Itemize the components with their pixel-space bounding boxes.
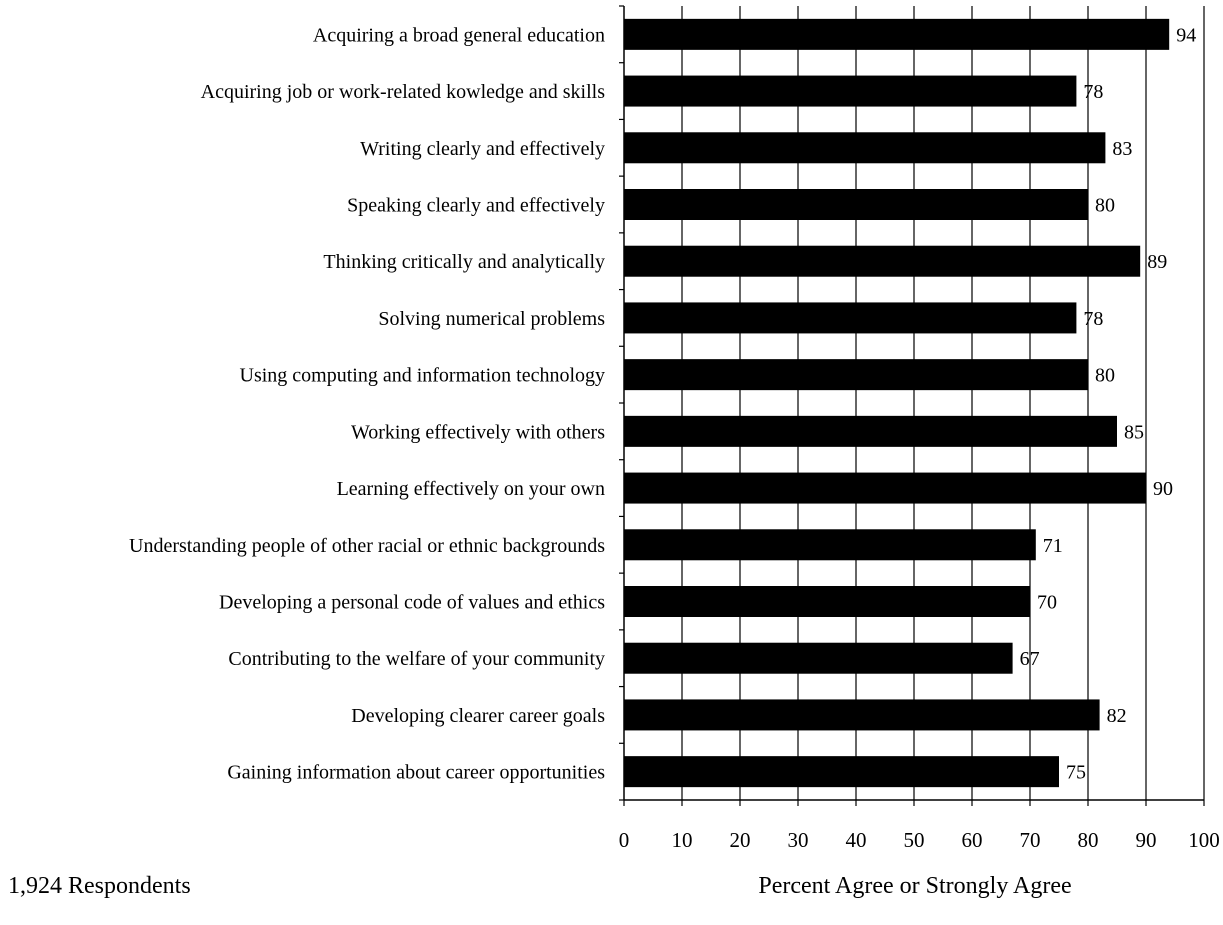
- category-label-6: Using computing and information technolo…: [240, 365, 606, 387]
- value-label-0: 94: [1176, 24, 1196, 46]
- category-label-8: Learning effectively on your own: [337, 478, 605, 500]
- x-tick-label-100: 100: [1188, 828, 1220, 852]
- value-label-8: 90: [1153, 478, 1173, 500]
- value-label-9: 71: [1043, 535, 1063, 557]
- category-label-12: Developing clearer career goals: [351, 705, 605, 727]
- bar-6: [624, 359, 1088, 391]
- respondents-note: 1,924 Respondents: [8, 873, 191, 899]
- value-label-4: 89: [1147, 251, 1167, 273]
- category-label-9: Understanding people of other racial or …: [129, 535, 605, 557]
- value-label-12: 82: [1107, 705, 1127, 727]
- category-label-4: Thinking critically and analytically: [323, 251, 605, 273]
- bar-7: [624, 415, 1117, 447]
- value-label-6: 80: [1095, 365, 1115, 387]
- value-label-11: 67: [1020, 648, 1040, 670]
- bars: [624, 18, 1170, 788]
- value-label-7: 85: [1124, 421, 1144, 443]
- bar-0: [624, 18, 1170, 50]
- category-label-2: Writing clearly and effectively: [360, 138, 605, 160]
- y-axis: [619, 5, 625, 801]
- bar-4: [624, 245, 1141, 277]
- category-label-10: Developing a personal code of values and…: [219, 592, 605, 614]
- value-label-10: 70: [1037, 592, 1057, 614]
- x-tick-label-70: 70: [1020, 828, 1041, 852]
- category-label-7: Working effectively with others: [351, 421, 605, 443]
- x-tick-label-0: 0: [619, 828, 630, 852]
- x-axis-title: Percent Agree or Strongly Agree: [758, 873, 1071, 899]
- bar-12: [624, 699, 1100, 731]
- category-labels: Acquiring a broad general education Acqui…: [129, 24, 605, 783]
- bar-11: [624, 642, 1013, 674]
- x-tick-label-50: 50: [904, 828, 925, 852]
- value-label-1: 78: [1083, 81, 1103, 103]
- bar-1: [624, 75, 1077, 107]
- x-axis: [623, 799, 1205, 806]
- x-tick-label-20: 20: [730, 828, 751, 852]
- category-label-13: Gaining information about career opportu…: [227, 762, 605, 784]
- value-labels: 94 78 83 80 89 78 80 85 90 71 70 67 82 75: [1020, 24, 1197, 783]
- x-tick-label-40: 40: [846, 828, 867, 852]
- category-label-3: Speaking clearly and effectively: [347, 195, 605, 217]
- x-tick-label-10: 10: [672, 828, 693, 852]
- category-label-1: Acquiring job or work-related kowledge a…: [201, 81, 606, 103]
- x-tick-label-60: 60: [962, 828, 983, 852]
- value-label-5: 78: [1083, 308, 1103, 330]
- x-tick-labels: 0 10 20 30 40 50 60 70 80 90 100: [619, 828, 1220, 852]
- category-label-5: Solving numerical problems: [378, 308, 605, 330]
- x-tick-label-30: 30: [788, 828, 809, 852]
- bar-3: [624, 189, 1088, 220]
- bar-9: [624, 529, 1036, 561]
- x-tick-label-90: 90: [1136, 828, 1157, 852]
- bar-2: [624, 132, 1106, 164]
- bar-5: [624, 302, 1077, 334]
- category-label-11: Contributing to the welfare of your comm…: [228, 648, 605, 670]
- value-label-2: 83: [1112, 138, 1132, 160]
- value-label-13: 75: [1066, 762, 1086, 784]
- gridlines: [681, 6, 1205, 800]
- x-tick-label-80: 80: [1078, 828, 1099, 852]
- value-label-3: 80: [1095, 195, 1115, 217]
- category-label-0: Acquiring a broad general education: [313, 24, 605, 46]
- bar-13: [624, 756, 1059, 788]
- bar-10: [624, 586, 1030, 617]
- bar-8: [624, 472, 1146, 504]
